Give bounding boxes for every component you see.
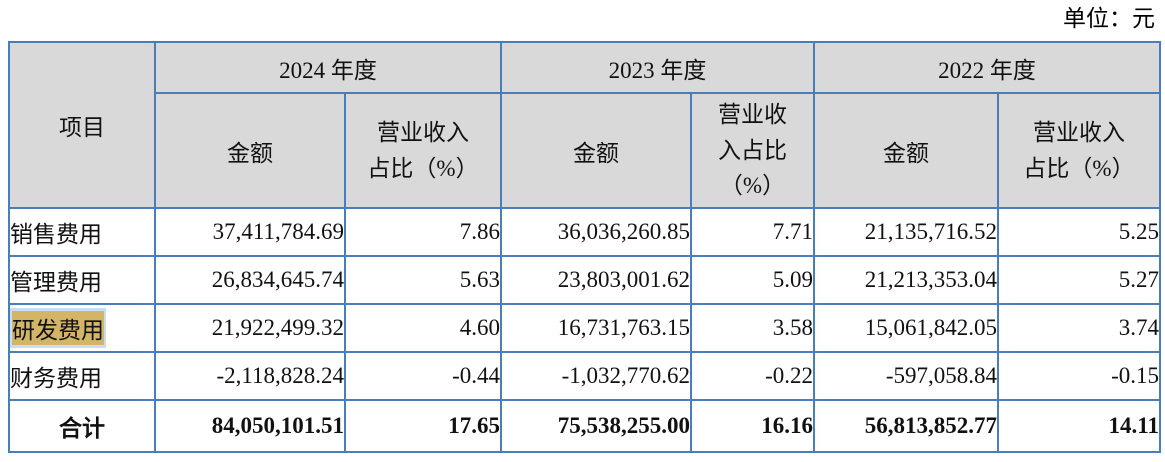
amount-cell: -597,058.84 <box>813 351 999 401</box>
amount-cell: -2,118,828.24 <box>154 351 346 401</box>
amount-cell: 23,803,001.62 <box>500 255 692 305</box>
ratio-cell: 17.65 <box>344 399 502 453</box>
amount-cell: 21,213,353.04 <box>813 255 999 305</box>
ratio-cell: 4.60 <box>344 303 502 353</box>
ratio-cell: 5.63 <box>344 255 502 305</box>
amount-cell: 21,135,716.52 <box>813 207 999 257</box>
header-year-2023: 2023 年度 <box>500 41 815 94</box>
table-row-sales-expense: 销售费用 37,411,784.69 7.86 36,036,260.85 7.… <box>8 207 1161 257</box>
ratio-cell: 7.71 <box>690 207 815 257</box>
item-cell: 研发费用 <box>8 303 156 353</box>
header-amount-2023: 金额 <box>500 92 692 209</box>
header-ratio-2024: 营业收入 占比（%） <box>344 92 502 209</box>
ratio-cell: -0.15 <box>997 351 1161 401</box>
amount-cell: -1,032,770.62 <box>500 351 692 401</box>
search-highlight: 研发费用 <box>12 311 104 345</box>
item-cell: 销售费用 <box>8 207 156 257</box>
table-row-finance-expense: 财务费用 -2,118,828.24 -0.44 -1,032,770.62 -… <box>8 351 1161 401</box>
ratio-cell: 5.27 <box>997 255 1161 305</box>
search-selection: 研发费用 <box>11 308 106 348</box>
ratio-cell: 5.09 <box>690 255 815 305</box>
item-cell: 财务费用 <box>8 351 156 401</box>
table-row-total: 合计 84,050,101.51 17.65 75,538,255.00 16.… <box>8 399 1161 453</box>
item-cell: 合计 <box>8 399 156 453</box>
expense-ratio-table: 项目 2024 年度 2023 年度 2022 年度 金额 营业收入 占比（%）… <box>8 41 1161 453</box>
table-row-rd-expense: 研发费用 21,922,499.32 4.60 16,731,763.15 3.… <box>8 303 1161 353</box>
amount-cell: 15,061,842.05 <box>813 303 999 353</box>
amount-cell: 56,813,852.77 <box>813 399 999 453</box>
amount-cell: 84,050,101.51 <box>154 399 346 453</box>
table-row-admin-expense: 管理费用 26,834,645.74 5.63 23,803,001.62 5.… <box>8 255 1161 305</box>
amount-cell: 26,834,645.74 <box>154 255 346 305</box>
header-ratio-2022: 营业收入 占比（%） <box>997 92 1161 209</box>
amount-cell: 21,922,499.32 <box>154 303 346 353</box>
header-year-2022: 2022 年度 <box>813 41 1161 94</box>
amount-cell: 75,538,255.00 <box>500 399 692 453</box>
header-row-years: 项目 2024 年度 2023 年度 2022 年度 <box>8 41 1161 209</box>
header-amount-2024: 金额 <box>154 92 346 209</box>
amount-cell: 16,731,763.15 <box>500 303 692 353</box>
amount-cell: 37,411,784.69 <box>154 207 346 257</box>
ratio-cell: 16.16 <box>690 399 815 453</box>
ratio-cell: 14.11 <box>997 399 1161 453</box>
header-amount-2022: 金额 <box>813 92 999 209</box>
ratio-cell: 7.86 <box>344 207 502 257</box>
ratio-cell: 3.58 <box>690 303 815 353</box>
header-item: 项目 <box>8 41 156 209</box>
ratio-cell: -0.44 <box>344 351 502 401</box>
header-row-subcolumns: 金额 营业收入 占比（%） 金额 营业收 入占比 （%） 金额 营业收入 占比（… <box>9 92 1161 209</box>
item-cell: 管理费用 <box>8 255 156 305</box>
unit-label: 单位：元 <box>1063 6 1155 31</box>
amount-cell: 36,036,260.85 <box>500 207 692 257</box>
header-ratio-2023: 营业收 入占比 （%） <box>690 92 815 209</box>
ratio-cell: -0.22 <box>690 351 815 401</box>
ratio-cell: 3.74 <box>997 303 1161 353</box>
ratio-cell: 5.25 <box>997 207 1161 257</box>
header-year-2024: 2024 年度 <box>154 41 502 94</box>
